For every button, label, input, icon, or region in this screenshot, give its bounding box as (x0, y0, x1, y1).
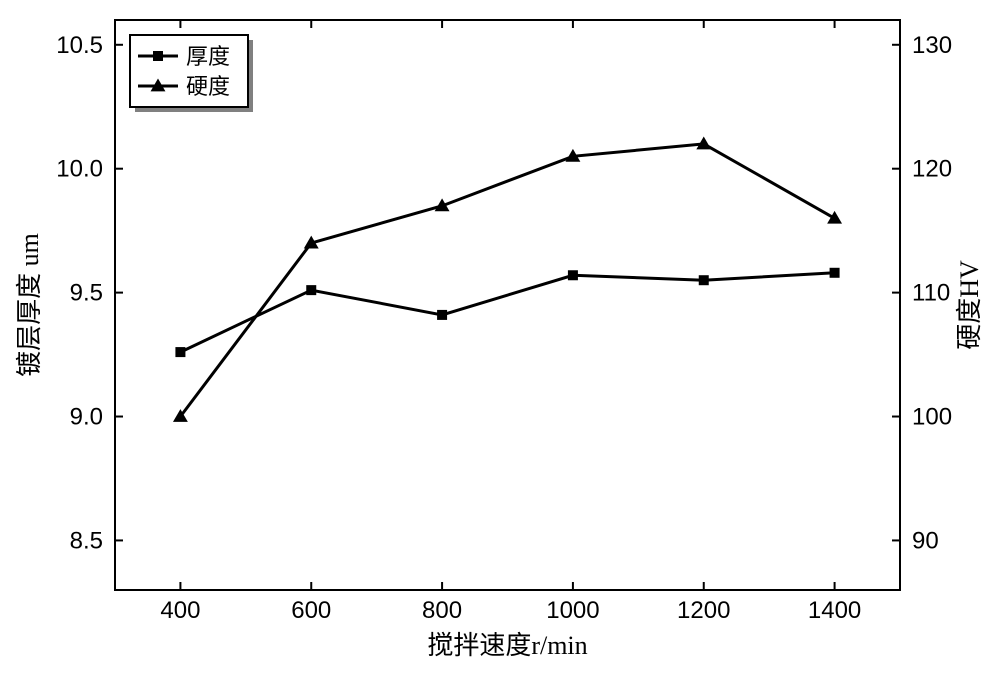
x-tick-label: 600 (291, 597, 331, 624)
series-marker-厚度 (175, 347, 185, 357)
y-right-tick-label: 120 (912, 156, 952, 183)
legend-label-硬度: 硬度 (186, 74, 230, 99)
series-marker-厚度 (699, 275, 709, 285)
y-left-tick-label: 9.5 (70, 280, 103, 307)
y-left-axis-label: 镀层厚度 um (15, 233, 44, 377)
legend-label-厚度: 厚度 (186, 44, 230, 69)
series-line-硬度 (180, 144, 834, 417)
x-tick-label: 1400 (808, 597, 861, 624)
y-right-axis-label: 硬度HV (955, 260, 984, 350)
x-tick-label: 800 (422, 597, 462, 624)
legend-marker-厚度 (153, 51, 163, 61)
chart-container: 400 600 800 1000 1200 1400 8.5 9.0 9.5 10.0 10.5 90… (0, 0, 1000, 674)
series-marker-硬度 (827, 211, 842, 224)
y-right-tick-label: 130 (912, 32, 952, 59)
series-marker-厚度 (830, 268, 840, 278)
series-marker-厚度 (437, 310, 447, 320)
x-tick-label: 1000 (546, 597, 599, 624)
chart-svg: 400 600 800 1000 1200 1400 8.5 9.0 9.5 10.0 10.5 90… (0, 0, 1000, 674)
y-left-tick-label: 10.0 (56, 156, 103, 183)
y-left-tick-label: 10.5 (56, 32, 103, 59)
y-left-tick-label: 9.0 (70, 404, 103, 431)
y-right-tick-label: 90 (912, 527, 939, 554)
series-marker-厚度 (306, 285, 316, 295)
y-left-tick-label: 8.5 (70, 527, 103, 554)
y-right-tick-label: 100 (912, 404, 952, 431)
x-tick-label: 400 (160, 597, 200, 624)
series-marker-硬度 (696, 136, 711, 149)
y-right-tick-label: 110 (912, 280, 950, 307)
series-marker-厚度 (568, 270, 578, 280)
x-axis-label: 搅拌速度r/min (427, 631, 587, 660)
x-tick-label: 1200 (677, 597, 730, 624)
